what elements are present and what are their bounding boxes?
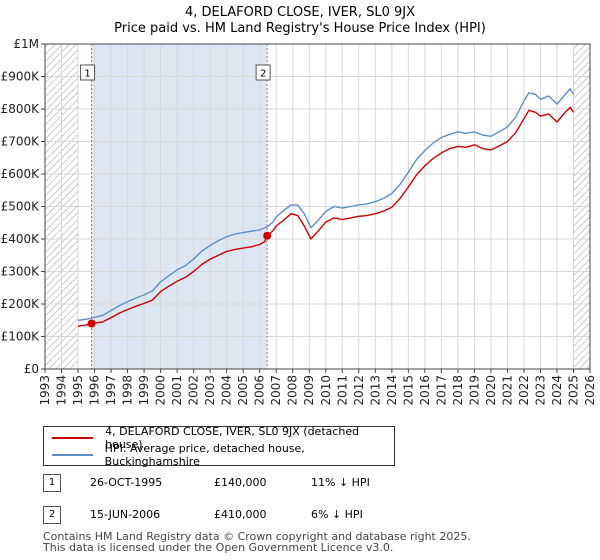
footer-copyright: Contains HM Land Registry data © Crown c… bbox=[43, 530, 471, 543]
transaction-number: 2 bbox=[43, 506, 61, 524]
x-tick-label: 2026 bbox=[583, 375, 597, 406]
y-tick-label: £500K bbox=[1, 200, 41, 214]
y-tick-label: £300K bbox=[1, 265, 41, 279]
transaction-date: 15-JUN-2006 bbox=[90, 508, 161, 521]
x-tick-label: 2000 bbox=[154, 375, 168, 406]
x-tick-label: 2008 bbox=[286, 375, 300, 406]
marker-label: 2 bbox=[260, 69, 266, 80]
x-tick-label: 2006 bbox=[253, 375, 267, 406]
x-tick-label: 2018 bbox=[451, 375, 465, 406]
marker-label-box bbox=[80, 64, 96, 81]
x-tick-label: 1998 bbox=[121, 375, 135, 406]
chart-title: 4, DELAFORD CLOSE, IVER, SL0 9JX bbox=[184, 5, 416, 20]
x-tick-label: 2004 bbox=[220, 375, 234, 406]
transaction-number: 1 bbox=[43, 474, 61, 492]
y-tick-label: £0 bbox=[24, 362, 39, 376]
legend-item-property: 4, DELAFORD CLOSE, IVER, SL0 9JX (detach… bbox=[52, 425, 394, 451]
x-tick-label: 2001 bbox=[170, 375, 184, 406]
x-tick-label: 1996 bbox=[88, 375, 102, 406]
x-tick-label: 1997 bbox=[104, 375, 118, 406]
x-tick-label: 1993 bbox=[38, 375, 52, 406]
x-tick-label: 2016 bbox=[418, 375, 432, 406]
x-tick-label: 2024 bbox=[550, 375, 564, 406]
x-tick-label: 2017 bbox=[434, 375, 448, 406]
marker-label: 1 bbox=[84, 69, 90, 80]
sale-point bbox=[263, 231, 272, 240]
x-tick-label: 2020 bbox=[484, 375, 498, 406]
legend-label-hpi: HPI: Average price, detached house, Buck… bbox=[104, 441, 305, 468]
y-tick-label: £600K bbox=[1, 167, 41, 181]
x-tick-label: 2021 bbox=[500, 375, 514, 406]
chart-legend: 4, DELAFORD CLOSE, IVER, SL0 9JX (detach… bbox=[43, 425, 395, 468]
x-tick-label: 2014 bbox=[385, 375, 399, 406]
transaction-price: £140,000 bbox=[214, 476, 267, 489]
chart-subtitle: Price paid vs. HM Land Registry's House … bbox=[114, 21, 486, 36]
x-tick-label: 2010 bbox=[319, 375, 333, 406]
transaction-price: £410,000 bbox=[214, 508, 267, 521]
transaction-hpi-diff: 6% ↓ HPI bbox=[311, 508, 363, 521]
y-tick-label: £1M bbox=[13, 37, 39, 51]
y-tick-label: £200K bbox=[1, 297, 41, 311]
hpi-series-line bbox=[77, 88, 575, 321]
legend-label-property: 4, DELAFORD CLOSE, IVER, SL0 9JX (detach… bbox=[105, 424, 360, 451]
x-tick-label: 2019 bbox=[467, 375, 481, 406]
x-tick-label: 1999 bbox=[137, 375, 151, 406]
y-tick-label: £400K bbox=[1, 232, 41, 246]
transaction-hpi-diff: 11% ↓ HPI bbox=[311, 476, 370, 489]
y-tick-label: £700K bbox=[1, 135, 41, 149]
x-tick-label: 2022 bbox=[517, 375, 531, 406]
legend-swatch-hpi bbox=[52, 453, 93, 456]
x-tick-label: 2005 bbox=[236, 375, 250, 406]
x-tick-label: 2007 bbox=[269, 375, 283, 406]
x-tick-label: 2011 bbox=[335, 375, 349, 406]
x-tick-label: 2013 bbox=[368, 375, 382, 406]
x-tick-label: 2023 bbox=[533, 375, 547, 406]
marker-label-box bbox=[255, 64, 271, 81]
x-tick-label: 1994 bbox=[55, 375, 69, 406]
x-tick-label: 2025 bbox=[566, 375, 580, 406]
y-tick-label: £100K bbox=[1, 330, 41, 344]
transaction-row: 2 15-JUN-2006 £410,000 6% ↓ HPI bbox=[0, 506, 600, 526]
x-tick-label: 2002 bbox=[187, 375, 201, 406]
transaction-row: 1 26-OCT-1995 £140,000 11% ↓ HPI bbox=[0, 474, 600, 494]
x-tick-label: 2012 bbox=[352, 375, 366, 406]
price-chart: 1 2 £0 £100K £200K £300K £400K £500K £600K £700K… bbox=[1, 37, 597, 406]
legend-item-hpi: HPI: Average price, detached house, Buck… bbox=[52, 442, 394, 468]
transaction-date: 26-OCT-1995 bbox=[90, 476, 163, 489]
y-tick-label: £800K bbox=[1, 102, 41, 116]
x-tick-label: 2003 bbox=[203, 375, 217, 406]
footer-licence: This data is licensed under the Open Gov… bbox=[43, 541, 394, 554]
legend-swatch-property bbox=[52, 436, 94, 439]
sale-point bbox=[87, 319, 96, 328]
x-tick-label: 2015 bbox=[401, 375, 415, 406]
property-series-line bbox=[77, 106, 575, 327]
x-tick-label: 1995 bbox=[71, 375, 85, 406]
y-tick-label: £900K bbox=[1, 70, 41, 84]
x-tick-label: 2009 bbox=[302, 375, 316, 406]
